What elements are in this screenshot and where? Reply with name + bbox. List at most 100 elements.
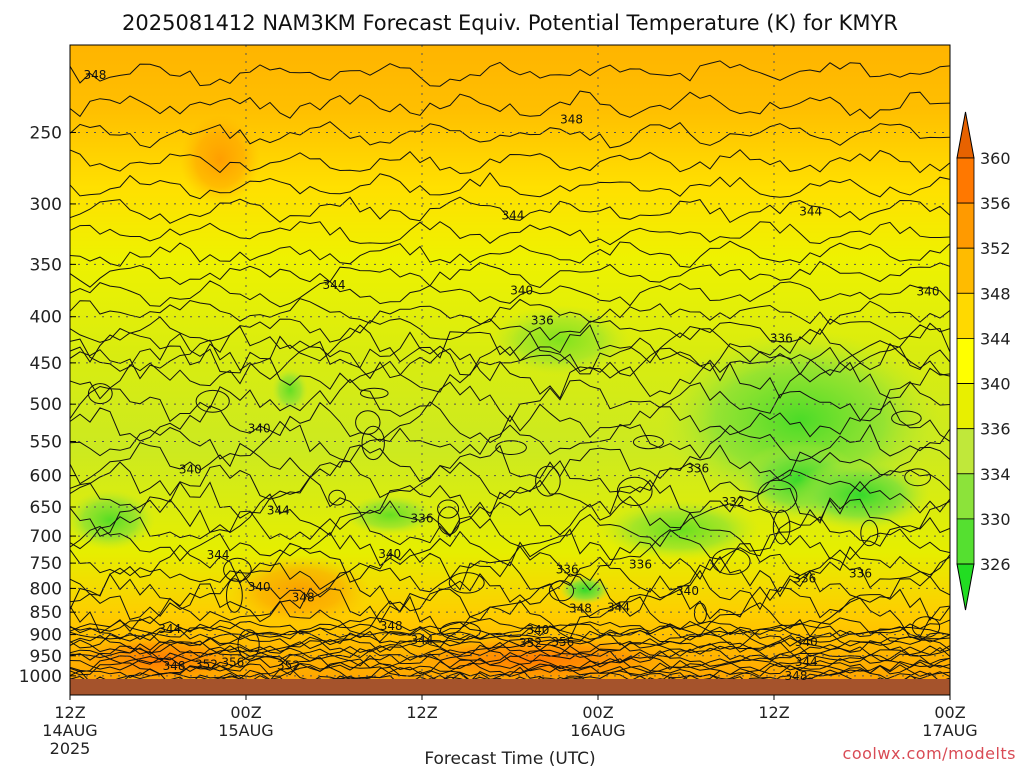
colorbar-swatch: [956, 247, 975, 294]
contour-loop: [361, 425, 385, 461]
contour-line: [70, 196, 950, 224]
contour-label: 340: [676, 584, 699, 598]
contour-label: 340: [526, 623, 549, 637]
colorbar: 326 330 334 336 340 344 348 352 356 360: [956, 111, 1011, 611]
blob-green-5: [600, 500, 760, 560]
contour-line: [70, 510, 950, 552]
colorbar-label: 336: [980, 420, 1011, 439]
contour-label: 336: [629, 558, 652, 572]
contour-label: 340: [248, 580, 271, 594]
contour-loop: [87, 383, 113, 405]
blob-green-4: [790, 460, 930, 530]
y-tick-label: 400: [30, 308, 62, 328]
contour-label: 356: [221, 655, 244, 669]
x-tick-date: 17AUG: [922, 721, 977, 740]
contour-loop: [448, 572, 485, 594]
contour-label: 336: [793, 572, 816, 586]
contour-line: [70, 240, 950, 268]
y-tick-label: 850: [30, 603, 62, 623]
contour-line: [70, 298, 950, 325]
x-tick-date: 14AUG: [42, 721, 97, 740]
colorbar-label: 356: [980, 194, 1011, 213]
contour-line: [70, 331, 950, 376]
contour-label: 344: [501, 209, 524, 223]
x-tick-label: 00Z: [934, 703, 965, 722]
contour-label: 356: [551, 635, 574, 649]
contour-loop: [437, 499, 460, 519]
colorbar-label: 340: [980, 375, 1011, 394]
contour-line: [70, 525, 950, 567]
x-axis-label: Forecast Time (UTC): [424, 749, 595, 768]
x-tick-label: 12Z: [54, 703, 85, 722]
contour-label: 352: [195, 657, 218, 671]
contour-label: 344: [799, 205, 822, 219]
contour-line: [70, 221, 950, 246]
x-tick-date: 15AUG: [218, 721, 273, 740]
colorbar-swatch: [956, 292, 975, 339]
contour-line: [70, 357, 950, 400]
contour-line: [70, 645, 950, 666]
contour-label: 336: [770, 332, 793, 346]
x-tick-label: 00Z: [582, 703, 613, 722]
contour-line: [70, 630, 950, 651]
contour-line: [70, 442, 950, 485]
contour-line: [70, 637, 950, 659]
contour-loop: [226, 578, 243, 613]
blob-green-7: [345, 495, 435, 535]
contour-line: [70, 623, 950, 643]
colorbar-swatch: [956, 337, 975, 384]
contour-loop: [223, 557, 252, 582]
y-tick-label: 750: [30, 554, 62, 574]
contour-loop: [548, 580, 575, 602]
contour-line: [70, 616, 950, 637]
colorbar-swatch: [956, 428, 975, 475]
colorbar-label: 352: [980, 239, 1011, 258]
contour-label: 340: [510, 283, 533, 297]
contour-line: [70, 541, 950, 584]
contour-label: 348: [292, 591, 315, 605]
colorbar-label: 360: [980, 149, 1011, 168]
y-tick-label: 1000: [19, 667, 62, 687]
contour-loop: [616, 476, 653, 506]
x-tick-year: 2025: [50, 739, 91, 758]
colorbar-label: 348: [980, 284, 1011, 303]
ground-band: [70, 679, 950, 695]
colorbar-label: 330: [980, 510, 1011, 529]
y-tick-label: 700: [30, 527, 62, 547]
contour-label: 344: [323, 278, 346, 292]
colorbar-label: 334: [980, 465, 1011, 484]
plot-frame: [69, 44, 951, 696]
contour-loop: [440, 621, 481, 641]
contour-label: 340: [795, 635, 818, 649]
contour-loop: [633, 435, 664, 450]
colorbar-swatch: [956, 518, 975, 565]
colorbar-swatch: [956, 383, 975, 430]
contour-label: 352: [519, 636, 542, 650]
contour-loop: [904, 468, 931, 487]
x-tick-label: 00Z: [230, 703, 261, 722]
contour-label: 348: [83, 68, 106, 82]
contour-line: [70, 316, 950, 343]
contour-line: [70, 569, 950, 612]
contour-label: 340: [378, 547, 401, 561]
contour-loop: [328, 489, 346, 506]
contour-loop: [195, 389, 230, 413]
y-tick-label: 550: [30, 433, 62, 453]
contour-line: [70, 595, 950, 640]
contour-line: [70, 378, 950, 423]
chart-title: 2025081412 NAM3KM Forecast Equiv. Potent…: [122, 11, 898, 35]
contour-label: 348: [380, 619, 403, 633]
contour-line: [70, 280, 950, 308]
contour-label: 348: [560, 113, 583, 127]
contour-loop: [437, 506, 460, 535]
contour-line: [70, 654, 950, 676]
contour-label: 340: [179, 463, 202, 477]
colorbar-swatch: [956, 202, 975, 249]
contour-line: [70, 648, 950, 669]
y-axis: 250 300 350 400 450 500 550 600 650 700 750 800 850 9…: [19, 123, 76, 687]
y-tick-label: 450: [30, 354, 62, 374]
contour-label: 340: [248, 422, 271, 436]
y-tick-label: 950: [30, 647, 62, 667]
